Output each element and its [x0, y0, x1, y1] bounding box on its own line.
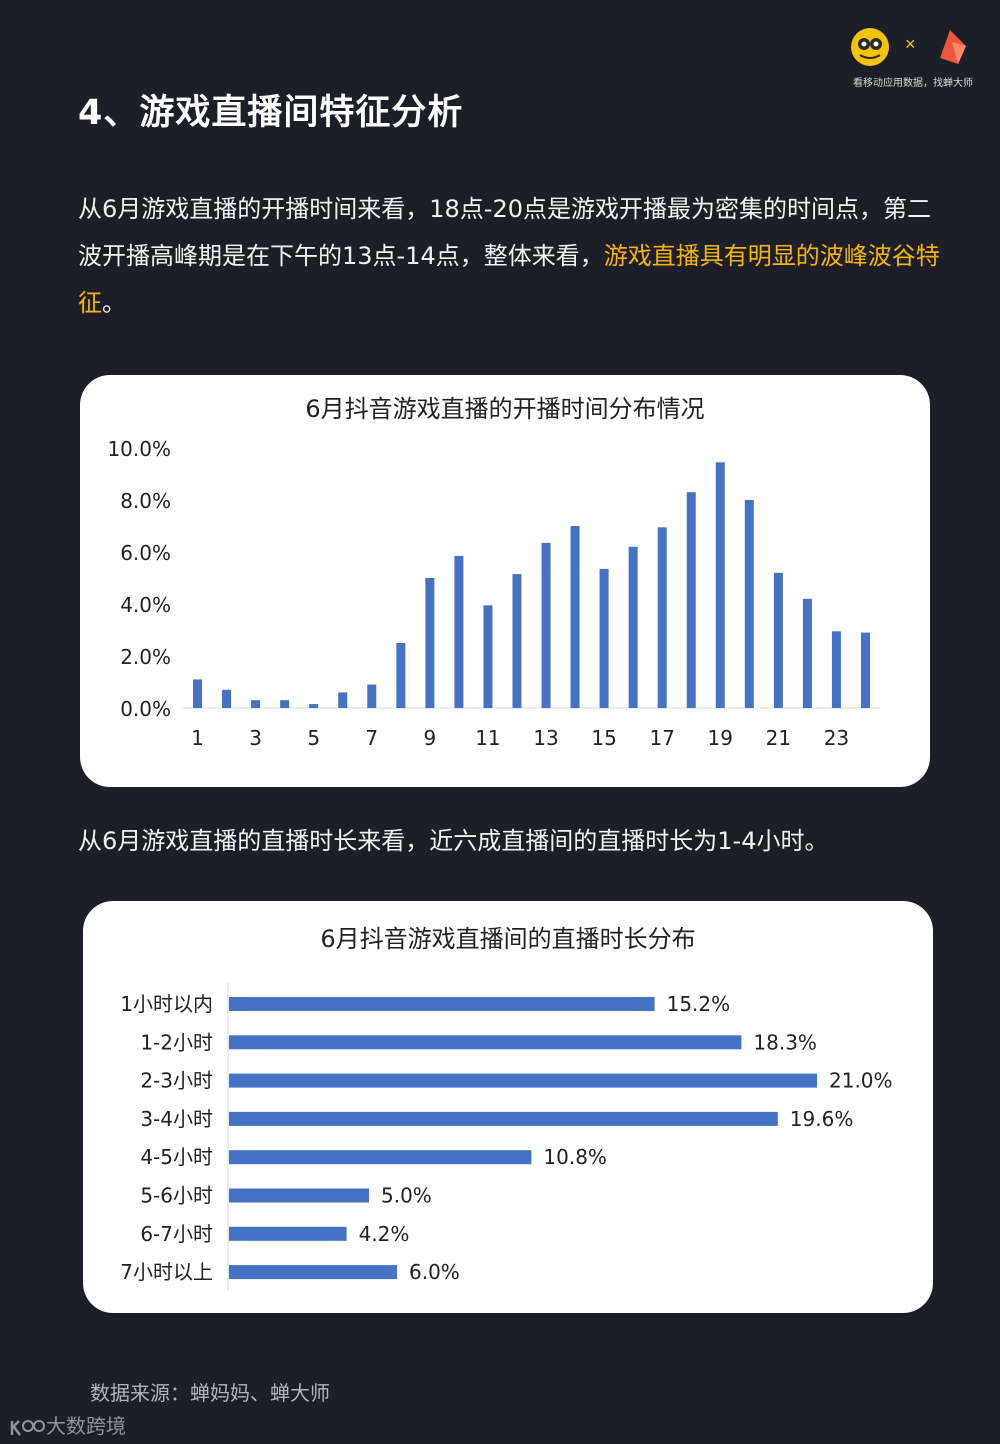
watermark-text: 大数跨境: [46, 1414, 126, 1438]
bar: [229, 997, 655, 1011]
value-label: 19.6%: [790, 1107, 854, 1131]
brand-logos: × 看移动应用数据，找蝉大师: [838, 24, 988, 94]
value-label: 5.0%: [381, 1184, 432, 1208]
bar: [193, 679, 203, 708]
bar: [309, 704, 319, 708]
bar: [454, 555, 464, 708]
x-tick-label: 23: [824, 726, 849, 750]
chart2-title: 6月抖音游戏直播间的直播时长分布: [320, 925, 696, 953]
bar: [229, 1111, 778, 1126]
bar: [338, 692, 348, 708]
intro-end: 。: [102, 289, 126, 317]
bar: [628, 546, 638, 708]
bar: [483, 605, 493, 708]
category-label: 4-5小时: [140, 1145, 213, 1169]
category-label: 3-4小时: [140, 1107, 213, 1131]
bar: [715, 462, 725, 708]
category-label: 5-6小时: [140, 1184, 213, 1208]
bar: [229, 1073, 817, 1088]
watermark-logo-icon: [10, 1419, 45, 1436]
y-tick-label: 2.0%: [120, 645, 171, 669]
duration-paragraph: 从6月游戏直播的直播时长来看，近六成直播间的直播时长为1-4小时。: [78, 827, 829, 855]
chandashi-logo-icon: [940, 30, 966, 64]
intro-paragraph: 从6月游戏直播的开播时间来看，18点-20点是游戏开播最为密集的时间点，第二波开…: [78, 186, 948, 327]
bar: [396, 643, 406, 708]
bar: [599, 568, 609, 708]
bar: [686, 492, 696, 708]
start-time-chart-card: 6月抖音游戏直播的开播时间分布情况 0.0% 2.0% 4.0% 6.0% 8.0% 10…: [80, 375, 930, 787]
logo-icons: [851, 28, 966, 66]
bar: [222, 689, 232, 708]
cross-symbol: ×: [905, 34, 916, 54]
duration-chart-card: 6月抖音游戏直播间的直播时长分布 1小时以内 15.2% 1-2小时 18.3% 2-3…: [83, 901, 933, 1313]
value-label: 18.3%: [753, 1030, 817, 1054]
bar: [744, 500, 754, 708]
x-tick-label: 1: [191, 726, 204, 750]
bar: [251, 700, 261, 708]
x-tick-label: 7: [365, 726, 378, 750]
data-source: 数据来源：蝉妈妈、蝉大师: [90, 1381, 330, 1405]
x-tick-label: 13: [533, 726, 558, 750]
bar: [280, 700, 290, 708]
bar: [831, 631, 841, 708]
logo-caption: 看移动应用数据，找蝉大师: [853, 78, 973, 89]
y-tick-label: 10.0%: [107, 437, 171, 461]
category-label: 6-7小时: [140, 1222, 213, 1246]
intro-highlight: 游戏直播具有明显的波峰波谷特征: [78, 242, 940, 317]
y-tick-label: 4.0%: [120, 593, 171, 617]
bar: [229, 1226, 347, 1241]
bar: [229, 1035, 742, 1050]
duration-chart: 1小时以内 15.2% 1-2小时 18.3% 2-3小时 21.0% 3-4小时 19.6%…: [120, 983, 893, 1291]
bar: [860, 632, 870, 708]
x-tick-label: 5: [307, 726, 320, 750]
y-tick-label: 6.0%: [120, 541, 171, 565]
value-label: 21.0%: [829, 1069, 893, 1093]
page-heading: 4、游戏直播间特征分析: [78, 93, 464, 133]
bar: [773, 572, 783, 708]
x-tick-label: 11: [475, 726, 500, 750]
x-tick-label: 19: [708, 726, 733, 750]
value-label: 6.0%: [409, 1260, 460, 1284]
intro-text: 从6月游戏直播的开播时间来看，18点-20点是游戏开播最为密集的时间点，第二波开…: [78, 195, 932, 270]
chanmama-logo-icon: [851, 28, 889, 66]
bar: [229, 1188, 369, 1203]
category-label: 1小时以内: [120, 992, 213, 1016]
x-tick-label: 17: [649, 726, 674, 750]
x-tick-label: 3: [249, 726, 262, 750]
bar: [541, 542, 551, 708]
bar: [570, 526, 580, 708]
bar: [802, 598, 812, 708]
bar: [425, 578, 435, 708]
bar: [657, 527, 667, 708]
watermark: 大数跨境: [8, 1410, 126, 1439]
value-label: 4.2%: [359, 1222, 410, 1246]
value-label: 10.8%: [543, 1145, 607, 1169]
bar: [512, 574, 522, 708]
y-tick-label: 8.0%: [120, 489, 171, 513]
bar: [229, 1150, 532, 1165]
category-label: 1-2小时: [140, 1030, 213, 1054]
x-tick-label: 21: [766, 726, 791, 750]
bar: [367, 684, 377, 708]
bar: [229, 1265, 397, 1280]
category-label: 7小时以上: [120, 1260, 213, 1284]
start-time-chart: 0.0%2.0%4.0%6.0%8.0%10.0%1 3 5 7 9 11 13 15 17 19…: [107, 437, 880, 750]
category-label: 2-3小时: [140, 1069, 213, 1093]
chart1-title: 6月抖音游戏直播的开播时间分布情况: [305, 395, 705, 423]
x-tick-label: 9: [423, 726, 436, 750]
y-tick-label: 0.0%: [120, 697, 171, 721]
value-label: 15.2%: [667, 992, 731, 1016]
x-tick-label: 15: [591, 726, 616, 750]
